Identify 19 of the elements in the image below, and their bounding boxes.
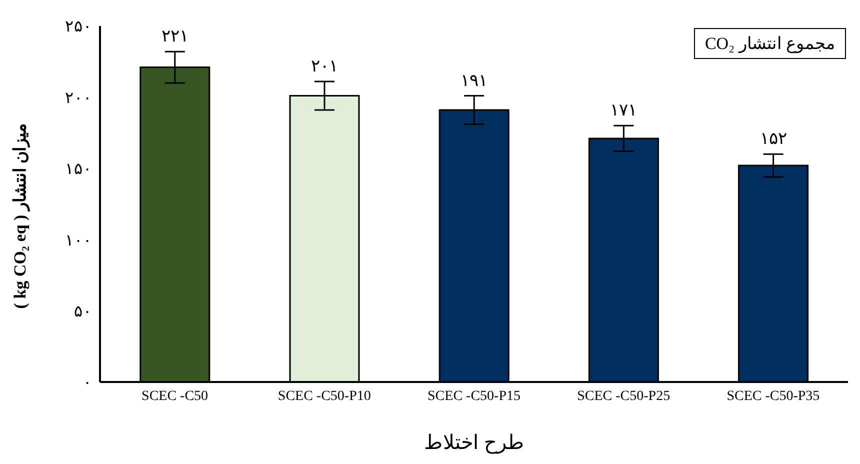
y-tick-label: ۵۰	[74, 303, 92, 320]
data-label: ۲۰۱	[310, 56, 338, 76]
x-tick-label: SCEC -C50-P10	[278, 388, 371, 404]
x-axis-title: طرح اختلاط	[423, 431, 525, 455]
data-label: ۱۵۲	[760, 129, 787, 148]
y-tick-label: ۱۵۰	[65, 161, 92, 178]
annotation: CO₂ مجموع انتشار	[694, 28, 846, 59]
x-tick-label: SCEC -C50-P35	[726, 388, 820, 404]
y-tick-label: ۰	[83, 374, 92, 392]
data-label: ۱۷۱	[610, 100, 638, 120]
y-tick-label: ۲۵۰	[65, 18, 92, 36]
y-axis-title: میزان انتشار ( kg CO₂ eq )	[10, 123, 30, 309]
data-label: ۲۲۱	[161, 26, 188, 46]
x-tick-label: SCEC -C50-P25	[577, 388, 670, 404]
x-tick-label: SCEC -C50	[142, 388, 208, 404]
y-tick-label: ۲۰۰	[65, 90, 92, 107]
x-tick-label: SCEC -C50-P15	[428, 388, 520, 404]
y-tick-label: ۱۰۰	[65, 232, 92, 250]
data-label: ۱۹۱	[460, 70, 488, 90]
